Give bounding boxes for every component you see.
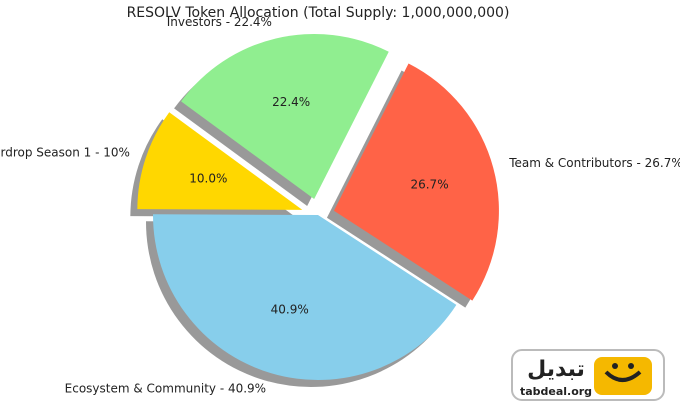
watermark: تبدیل tabdeal.org (511, 349, 665, 401)
value-label: 26.7% (410, 177, 448, 191)
pie-slice (333, 63, 499, 301)
slice-label: Investors - 22.4% (167, 15, 272, 29)
slice-label: Airdrop Season 1 - 10% (0, 146, 130, 160)
watermark-icon (594, 357, 652, 395)
pie-slice (137, 112, 303, 210)
watermark-icon-mark (604, 370, 642, 382)
watermark-text: تبدیل (527, 357, 585, 382)
watermark-icon-dot (612, 363, 618, 369)
pie-slice (153, 214, 457, 381)
value-label: 22.4% (272, 95, 310, 109)
watermark-url: tabdeal.org (520, 385, 592, 398)
chart-title: RESOLV Token Allocation (Total Supply: 1… (127, 5, 510, 21)
watermark-icon-dot (628, 363, 634, 369)
slice-label: Ecosystem & Community - 40.9% (65, 381, 266, 395)
value-label: 10.0% (189, 171, 227, 185)
value-label: 40.9% (271, 302, 309, 316)
slice-label: Team & Contributors - 26.7% (508, 156, 680, 170)
pie-slice (181, 33, 389, 199)
